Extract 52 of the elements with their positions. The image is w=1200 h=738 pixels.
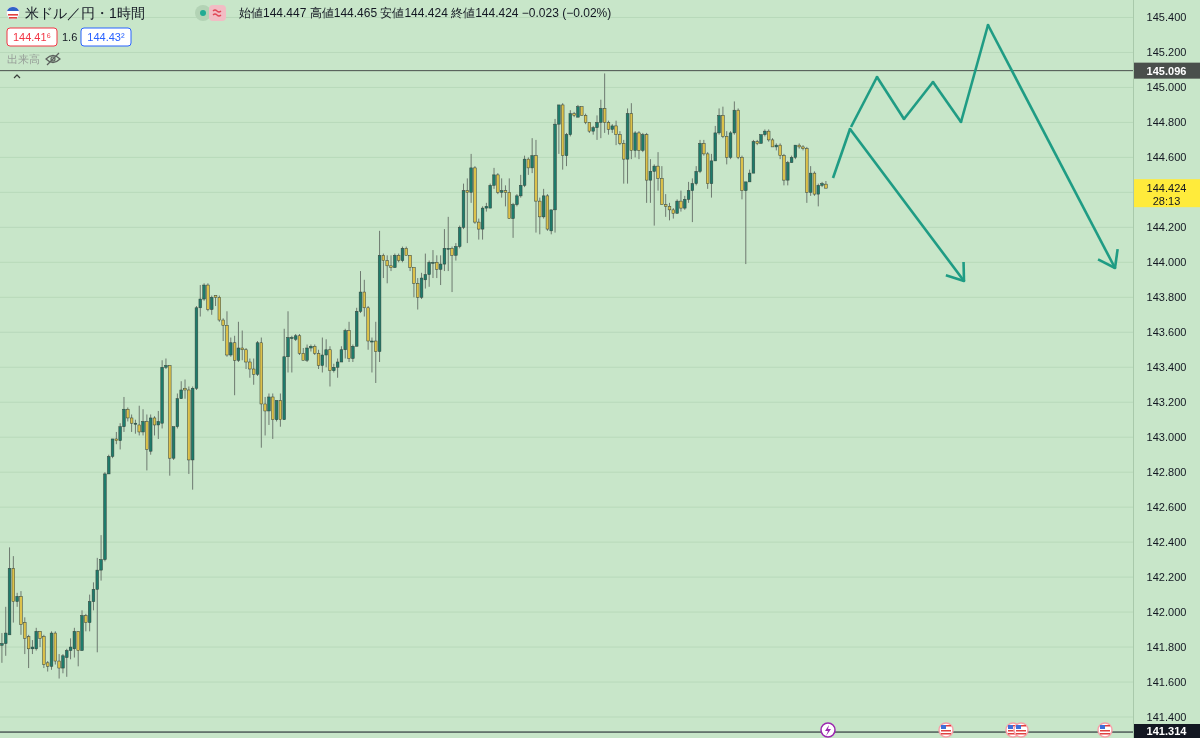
candlestick bbox=[679, 190, 683, 213]
y-tick-label: 145.200 bbox=[1146, 46, 1187, 59]
candlestick bbox=[496, 172, 500, 195]
y-tick-label: 142.200 bbox=[1146, 571, 1187, 584]
ref-line-label: 141.314 bbox=[1146, 725, 1188, 737]
candlestick bbox=[320, 337, 324, 373]
y-tick-label: 143.000 bbox=[1146, 431, 1187, 444]
candlestick bbox=[290, 335, 294, 373]
y-tick-label: 142.000 bbox=[1146, 606, 1187, 619]
candlestick bbox=[324, 338, 328, 368]
candlestick bbox=[236, 321, 241, 363]
candlestick bbox=[446, 216, 450, 272]
y-tick-label: 144.200 bbox=[1146, 221, 1187, 234]
candlestick bbox=[343, 328, 347, 360]
y-tick-label: 142.600 bbox=[1146, 501, 1187, 514]
y-tick-label: 141.400 bbox=[1146, 711, 1187, 724]
y-tick-label: 141.800 bbox=[1146, 641, 1187, 654]
ref-line-label: 145.096 bbox=[1146, 64, 1187, 77]
text: 28:13 bbox=[1152, 195, 1181, 208]
candlestick bbox=[480, 205, 485, 241]
candlestick bbox=[500, 177, 504, 199]
y-tick-label: 143.600 bbox=[1146, 326, 1187, 339]
text: 始値144.447 高値144.465 安値144.424 終値144.424 −0.023 (−0.02%) bbox=[239, 6, 612, 20]
candlestick bbox=[812, 170, 817, 197]
y-tick-label: 143.800 bbox=[1146, 291, 1187, 304]
y-tick-label: 145.000 bbox=[1146, 81, 1187, 94]
y-tick-label: 144.800 bbox=[1146, 116, 1187, 129]
annotation: 144.41⁶ bbox=[12, 31, 52, 43]
candlestick bbox=[637, 130, 641, 160]
y-tick-label: 144.600 bbox=[1146, 151, 1187, 164]
y-tick-label: 142.800 bbox=[1146, 466, 1187, 479]
candlestick bbox=[271, 392, 275, 440]
y-tick-label: 142.400 bbox=[1146, 536, 1187, 549]
candlestick bbox=[385, 254, 389, 284]
annotation: 出来高 bbox=[7, 53, 40, 65]
candlestick bbox=[274, 399, 279, 422]
candlestick bbox=[137, 405, 141, 436]
y-tick-label: 144.000 bbox=[1146, 256, 1187, 269]
y-tick-label: 145.400 bbox=[1146, 11, 1187, 24]
chart-title: 米ドル／円・1時間 bbox=[25, 5, 145, 21]
candlestick bbox=[599, 99, 603, 139]
candlestick bbox=[72, 627, 76, 659]
candlestick bbox=[614, 120, 618, 146]
candlestick bbox=[652, 163, 656, 227]
y-tick-label: 143.400 bbox=[1146, 361, 1187, 374]
candlestick bbox=[431, 249, 435, 279]
text: 144.424 bbox=[1146, 182, 1187, 195]
annotation: 1.6 bbox=[62, 31, 78, 43]
candlestick bbox=[34, 627, 38, 652]
y-tick-label: 141.600 bbox=[1146, 676, 1187, 689]
annotation: 144.43² bbox=[87, 31, 125, 43]
y-tick-label: 143.200 bbox=[1146, 396, 1187, 409]
